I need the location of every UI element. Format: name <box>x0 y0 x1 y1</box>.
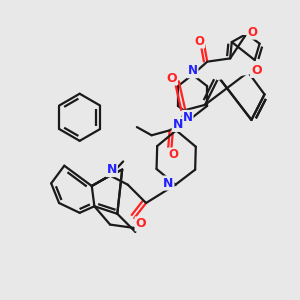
Text: O: O <box>166 71 177 85</box>
Text: N: N <box>172 118 183 131</box>
Text: O: O <box>194 34 204 48</box>
Text: O: O <box>248 26 257 39</box>
Text: O: O <box>136 218 146 230</box>
Text: N: N <box>163 176 173 190</box>
Text: N: N <box>183 111 193 124</box>
Text: O: O <box>168 148 178 161</box>
Text: N: N <box>188 64 197 77</box>
Text: O: O <box>251 64 262 77</box>
Text: N: N <box>106 163 117 176</box>
